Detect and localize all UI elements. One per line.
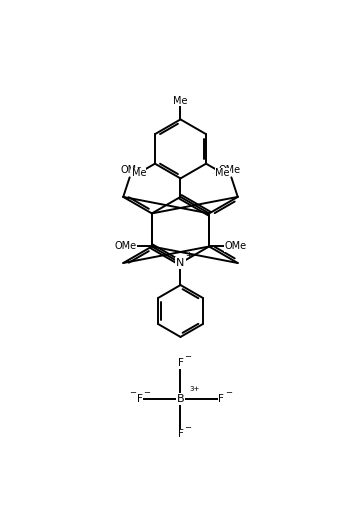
Text: N: N	[176, 258, 185, 268]
Text: −: −	[129, 388, 136, 397]
Text: OMe: OMe	[218, 165, 241, 175]
Text: −: −	[184, 423, 191, 432]
Text: Me: Me	[173, 96, 188, 106]
Text: OMe: OMe	[114, 242, 136, 252]
Text: F: F	[178, 358, 183, 368]
Text: OMe: OMe	[225, 242, 247, 252]
Text: OMe: OMe	[120, 165, 143, 175]
Text: F: F	[137, 394, 143, 404]
Text: −: −	[143, 388, 150, 397]
Text: B: B	[177, 394, 184, 404]
Text: F: F	[178, 430, 183, 439]
Text: −: −	[184, 353, 191, 362]
Text: Me: Me	[132, 168, 146, 178]
Text: −: −	[225, 388, 232, 397]
Text: Me: Me	[215, 168, 229, 178]
Text: F: F	[218, 394, 224, 404]
Text: +: +	[185, 251, 192, 260]
Text: 3+: 3+	[190, 386, 200, 392]
